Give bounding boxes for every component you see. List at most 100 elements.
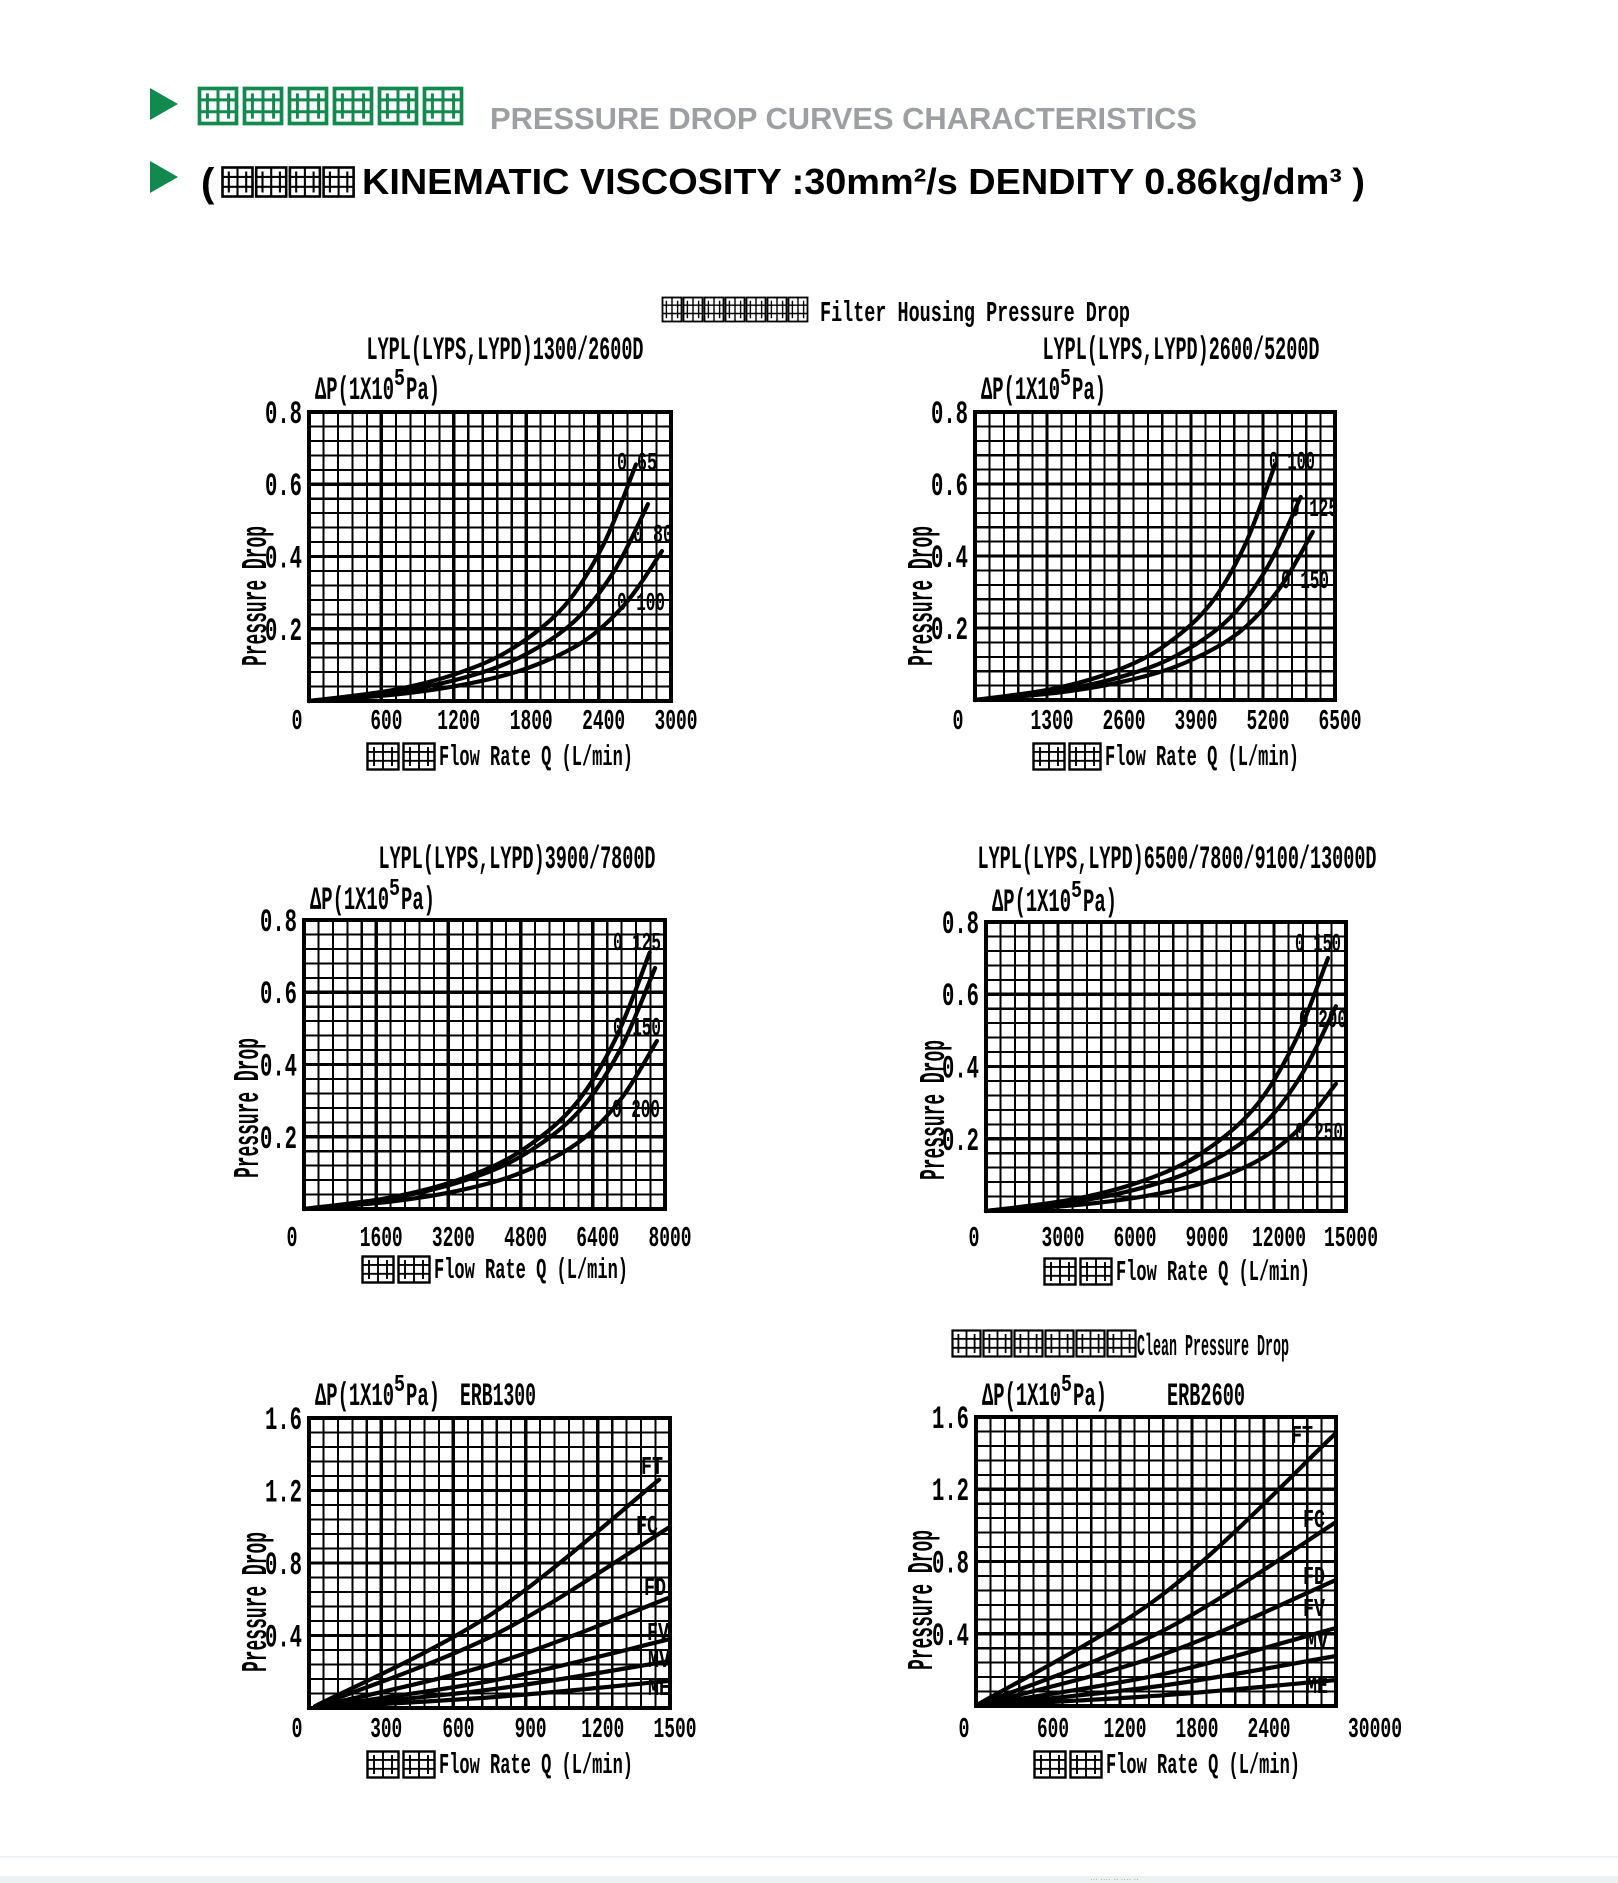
svg-text:ERB2600: ERB2600 — [1167, 1378, 1245, 1415]
svg-text:0 100: 0 100 — [1269, 447, 1315, 477]
svg-text:Flow Rate Q (L/min): Flow Rate Q (L/min) — [1106, 1749, 1300, 1782]
svg-text:0.6: 0.6 — [931, 468, 968, 505]
svg-text:1.6: 1.6 — [265, 1402, 302, 1439]
svg-text:1200: 1200 — [581, 1713, 624, 1746]
svg-text:LYPL(LYPS,LYPD)1300/2600D: LYPL(LYPS,LYPD)1300/2600D — [367, 332, 644, 369]
svg-text:3200: 3200 — [432, 1222, 475, 1255]
svg-text:FT: FT — [641, 1452, 663, 1482]
svg-text:6000: 6000 — [1114, 1222, 1157, 1255]
svg-text:0 200: 0 200 — [612, 1095, 660, 1125]
svg-text:0: 0 — [953, 705, 964, 738]
svg-text:MV: MV — [648, 1645, 670, 1675]
svg-text:MV: MV — [1306, 1627, 1328, 1657]
svg-text:0.6: 0.6 — [942, 978, 979, 1015]
svg-text:1.6: 1.6 — [932, 1401, 969, 1438]
svg-text:0 250: 0 250 — [1295, 1118, 1343, 1148]
svg-text:5: 5 — [1060, 366, 1071, 393]
svg-text:30000: 30000 — [1348, 1713, 1402, 1746]
svg-text:0.4: 0.4 — [931, 540, 968, 577]
svg-text:5: 5 — [389, 876, 400, 903]
svg-text:12000: 12000 — [1252, 1222, 1306, 1255]
svg-text:15000: 15000 — [1324, 1222, 1378, 1255]
svg-text:FV: FV — [647, 1618, 669, 1648]
svg-text:0.8: 0.8 — [265, 396, 302, 433]
svg-text:2400: 2400 — [582, 705, 625, 738]
svg-text:0.4: 0.4 — [265, 541, 302, 578]
svg-text:Pa): Pa) — [1073, 1378, 1107, 1415]
svg-text:Pressure Drop: Pressure Drop — [902, 1530, 943, 1670]
svg-text:1.2: 1.2 — [932, 1473, 969, 1510]
svg-text:1200: 1200 — [437, 705, 480, 738]
svg-text:0: 0 — [287, 1222, 298, 1255]
svg-text:0 100: 0 100 — [617, 588, 665, 618]
svg-text:0.8: 0.8 — [942, 906, 979, 943]
svg-text:300: 300 — [370, 1713, 402, 1746]
svg-text:900: 900 — [515, 1713, 547, 1746]
svg-text:0 150: 0 150 — [1295, 929, 1341, 959]
svg-text:0.8: 0.8 — [260, 904, 297, 941]
svg-text:Pressure Drop: Pressure Drop — [236, 1532, 277, 1672]
svg-text:4800: 4800 — [504, 1222, 547, 1255]
svg-text:Clean Pressure Drop: Clean Pressure Drop — [1137, 1330, 1289, 1365]
svg-text:1300: 1300 — [1031, 705, 1074, 738]
svg-text:Pa): Pa) — [401, 882, 435, 919]
svg-text:ΔP(1X10: ΔP(1X10 — [315, 1378, 394, 1415]
svg-text:600: 600 — [442, 1713, 474, 1746]
svg-text:Flow Rate Q (L/min): Flow Rate Q (L/min) — [1105, 741, 1299, 774]
svg-text:0 65: 0 65 — [617, 448, 657, 478]
svg-text:9000: 9000 — [1186, 1222, 1229, 1255]
svg-text:0.8: 0.8 — [931, 396, 968, 433]
svg-text:6400: 6400 — [576, 1222, 619, 1255]
svg-text:0.2: 0.2 — [942, 1123, 979, 1160]
svg-text:(: ( — [201, 161, 215, 205]
svg-text:0.2: 0.2 — [260, 1121, 297, 1158]
svg-text:Pressure Drop: Pressure Drop — [228, 1038, 269, 1178]
svg-text:0 125: 0 125 — [613, 928, 661, 958]
svg-text:0: 0 — [969, 1222, 980, 1255]
svg-text:6500: 6500 — [1319, 705, 1362, 738]
svg-text:FC: FC — [1303, 1505, 1325, 1535]
svg-text:0.4: 0.4 — [932, 1618, 969, 1655]
svg-text:2600: 2600 — [1103, 705, 1146, 738]
svg-text:0.6: 0.6 — [265, 468, 302, 505]
svg-text:··· ···· ·· ···· ··: ··· ···· ·· ···· ·· — [1090, 1875, 1139, 1883]
svg-text:LYPL(LYPS,LYPD)6500/7800/9100/: LYPL(LYPS,LYPD)6500/7800/9100/13000D — [978, 841, 1377, 878]
svg-text:3900: 3900 — [1175, 705, 1218, 738]
svg-text:0.4: 0.4 — [942, 1051, 979, 1088]
svg-text:FD: FD — [1303, 1562, 1325, 1592]
svg-text:0: 0 — [292, 1713, 303, 1746]
svg-text:ΔP(1X10: ΔP(1X10 — [982, 1378, 1061, 1415]
svg-text:8000: 8000 — [649, 1222, 692, 1255]
svg-text:1500: 1500 — [654, 1713, 697, 1746]
svg-text:Flow Rate Q (L/min): Flow Rate Q (L/min) — [439, 1749, 633, 1782]
svg-text:Pressure Drop: Pressure Drop — [914, 1040, 955, 1180]
svg-text:Pressure Drop: Pressure Drop — [902, 526, 943, 666]
svg-text:LYPL(LYPS,LYPD)2600/5200D: LYPL(LYPS,LYPD)2600/5200D — [1043, 332, 1320, 369]
svg-text:5: 5 — [1061, 1372, 1072, 1399]
svg-text:ΔP(1X10: ΔP(1X10 — [992, 884, 1071, 921]
svg-text:Pa): Pa) — [1083, 884, 1117, 921]
svg-text:2400: 2400 — [1248, 1713, 1291, 1746]
svg-text:0 150: 0 150 — [1281, 566, 1329, 596]
svg-text:1800: 1800 — [1176, 1713, 1219, 1746]
svg-text:0 80: 0 80 — [633, 520, 673, 550]
svg-text:0: 0 — [292, 705, 303, 738]
svg-text:0.2: 0.2 — [265, 613, 302, 650]
svg-text:5: 5 — [394, 366, 405, 393]
svg-text:0.4: 0.4 — [265, 1620, 302, 1657]
svg-text:0.4: 0.4 — [260, 1049, 297, 1086]
svg-text:Flow Rate Q (L/min): Flow Rate Q (L/min) — [439, 741, 633, 774]
svg-text:PRESSURE DROP CURVES CHARACTER: PRESSURE DROP CURVES CHARACTERISTICS — [490, 101, 1197, 136]
svg-text:5: 5 — [394, 1372, 405, 1399]
svg-text:0 125: 0 125 — [1290, 494, 1338, 524]
svg-text:FC: FC — [636, 1511, 658, 1541]
svg-text:ERB1300: ERB1300 — [460, 1378, 536, 1415]
svg-text:ME: ME — [1306, 1671, 1328, 1701]
svg-text:0: 0 — [959, 1713, 970, 1746]
svg-text:1.2: 1.2 — [265, 1475, 302, 1512]
svg-text:1200: 1200 — [1104, 1713, 1147, 1746]
svg-text:ΔP(1X10: ΔP(1X10 — [315, 372, 394, 409]
svg-text:600: 600 — [1037, 1713, 1069, 1746]
svg-text:LYPL(LYPS,LYPD)3900/7800D: LYPL(LYPS,LYPD)3900/7800D — [379, 841, 656, 878]
svg-text:1600: 1600 — [360, 1222, 403, 1255]
